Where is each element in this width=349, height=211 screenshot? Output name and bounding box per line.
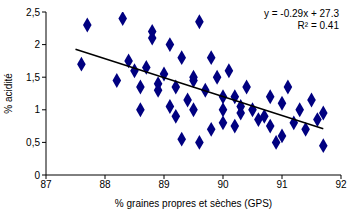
svg-text:88: 88 — [99, 179, 111, 190]
svg-text:% graines propres et sèches (G: % graines propres et sèches (GPS) — [115, 198, 272, 209]
svg-text:0: 0 — [34, 170, 40, 181]
svg-text:91: 91 — [276, 179, 288, 190]
html-text:y = -0.29x + 27.3: y = -0.29x + 27.3 — [263, 8, 339, 19]
svg-text:2: 2 — [34, 39, 40, 50]
svg-text:1: 1 — [34, 104, 40, 115]
svg-text:87: 87 — [40, 179, 52, 190]
svg-text:% acidité: % acidité — [8, 73, 14, 114]
svg-text:0,5: 0,5 — [26, 137, 40, 148]
html-text:R² = 0.41: R² = 0.41 — [297, 20, 339, 31]
svg-text:89: 89 — [158, 179, 170, 190]
svg-text:2,5: 2,5 — [26, 7, 40, 18]
svg-text:92: 92 — [335, 179, 341, 190]
svg-text:90: 90 — [217, 179, 229, 190]
svg-text:1,5: 1,5 — [26, 72, 40, 83]
